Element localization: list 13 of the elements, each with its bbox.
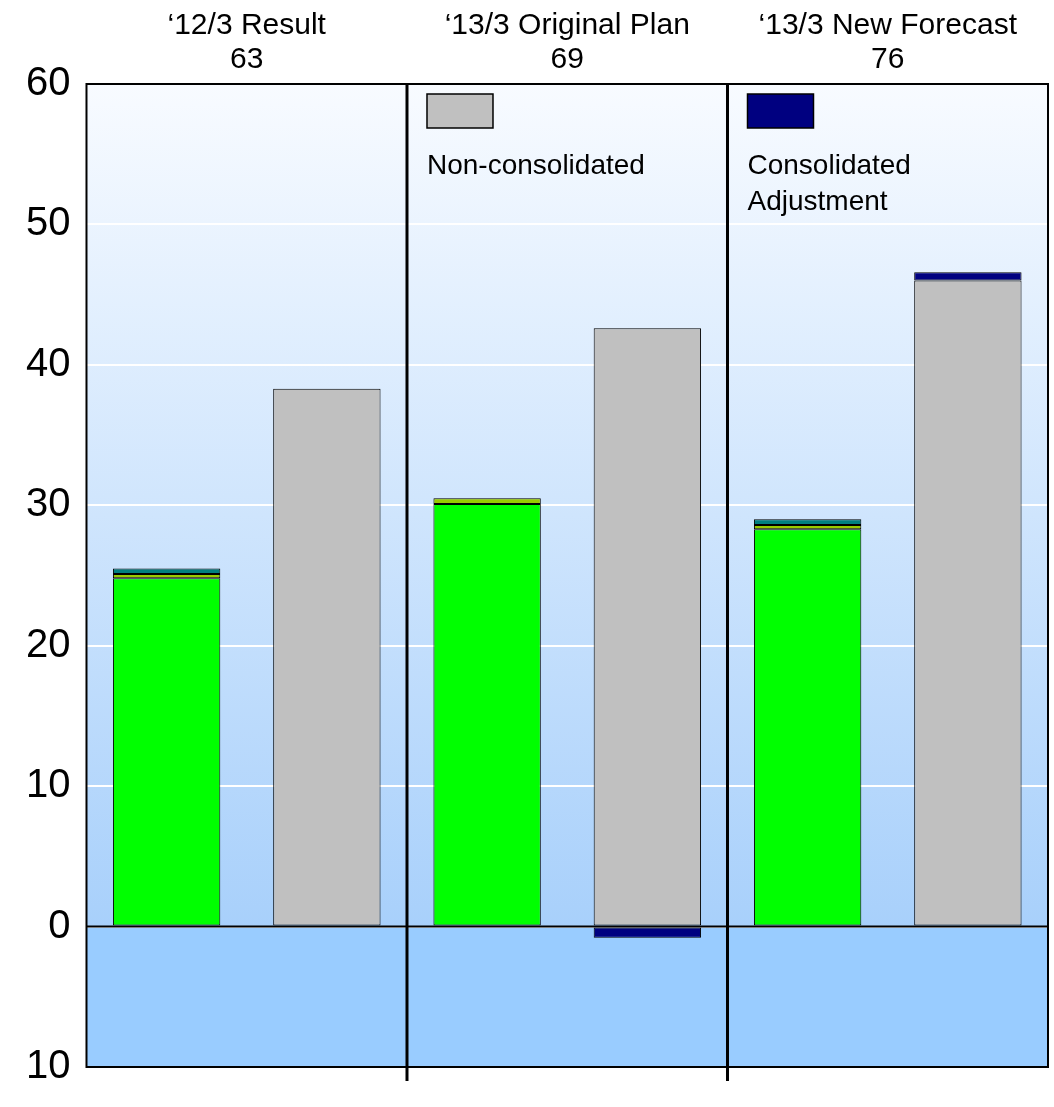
y-tick-label: 0 xyxy=(48,901,71,946)
text: ‘13/3 Original Plan 69 xyxy=(444,7,690,74)
y-tick-label: 40 xyxy=(25,339,71,384)
y-tick-label: 60 xyxy=(25,59,71,104)
y-tick-label: 50 xyxy=(25,199,71,244)
text: ‘13/3 New Forecast 76 xyxy=(758,7,1018,74)
y-tick-label: 30 xyxy=(25,480,71,525)
legend-label: Consolidated Adjustment xyxy=(747,149,911,216)
text: ‘12/3 Result 63 xyxy=(167,7,327,74)
y-tick-label: 10 xyxy=(25,761,71,806)
y-tick-label: 10 xyxy=(25,1042,71,1087)
y-tick-label: 20 xyxy=(25,620,71,665)
legend-label: Non-consolidated xyxy=(426,149,645,180)
